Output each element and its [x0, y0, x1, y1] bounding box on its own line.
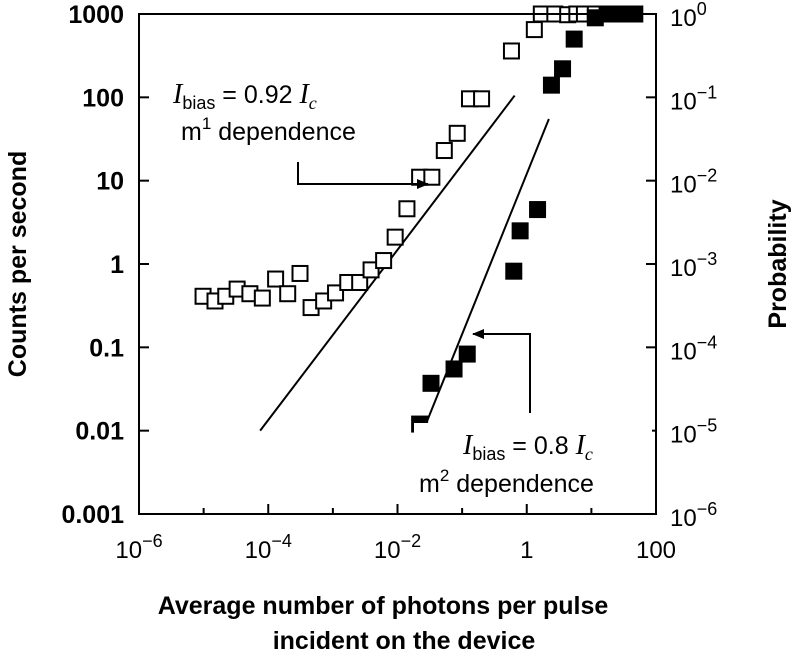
data-point-open	[398, 200, 416, 218]
y-tick-label-right: 10−3	[670, 249, 717, 282]
y-axis-title-left: Counts per second	[4, 151, 32, 377]
data-point-filled	[422, 374, 440, 392]
y-tick-label-right: 10−6	[670, 499, 717, 532]
annotation-m1-line2: m1 dependence	[181, 114, 356, 146]
plot-frame	[138, 13, 657, 515]
y-tick-label-left: 1000	[68, 1, 124, 29]
x-tick-label: 10−2	[374, 531, 421, 564]
data-point-open	[435, 142, 453, 160]
data-point-open	[279, 285, 297, 303]
annotation-m2-arrow	[472, 329, 531, 413]
y-tick-label-right: 100	[670, 0, 707, 32]
annotation-m2-line1: Ibias = 0.8 Ic	[462, 430, 593, 464]
data-point-open	[386, 228, 404, 246]
fit-line-m2	[422, 118, 550, 432]
data-point-filled	[565, 30, 583, 48]
data-point-open	[267, 270, 285, 288]
data-point-filled	[511, 222, 529, 240]
x-tick-label: 10−4	[245, 531, 292, 564]
y-tick-label-right: 10−4	[670, 332, 717, 365]
annotation-m1: Ibias = 0.92 Ic m1 dependence	[170, 76, 418, 146]
x-tick-label: 10−6	[115, 531, 162, 564]
y-tick-label-right: 10−5	[670, 416, 717, 449]
annotation-m1-arrow	[297, 162, 429, 189]
data-point-open	[502, 42, 520, 60]
data-point-filled	[554, 60, 572, 78]
data-point-open	[423, 168, 441, 186]
data-point-open	[362, 261, 380, 279]
data-point-filled	[505, 262, 523, 280]
x-tick-label: 100	[636, 537, 676, 564]
x-tick-label: 1	[520, 537, 533, 564]
y-tick-label-left: 100	[82, 84, 124, 112]
y-tick-label-left: 1	[110, 251, 124, 279]
y-tick-label-left: 10	[96, 168, 124, 196]
x-axis-title-line2: incident on the device	[273, 627, 536, 655]
data-point-filled	[529, 201, 547, 219]
annotation-m2: Ibias = 0.8 Ic m2 dependence	[414, 423, 652, 499]
x-axis-title-line1: Average number of photons per pulse	[158, 592, 609, 620]
data-point-open	[525, 21, 543, 39]
data-point-open	[253, 289, 271, 307]
y-tick-label-left: 0.01	[75, 418, 124, 446]
y-tick-label-right: 10−2	[670, 166, 717, 199]
y-axis-title-right: Probability	[764, 199, 792, 328]
data-point-filled	[542, 76, 560, 94]
data-point-filled	[458, 345, 476, 363]
data-point-open	[473, 90, 491, 108]
y-tick-label-right: 10−1	[670, 82, 717, 115]
data-point-open	[448, 124, 466, 142]
data-point-open	[291, 264, 309, 282]
data-point-open	[351, 273, 369, 291]
y-tick-label-left: 0.001	[61, 501, 124, 529]
annotation-m2-line2: m2 dependence	[419, 466, 594, 498]
y-tick-label-left: 0.1	[89, 334, 124, 362]
annotation-m1-line1: Ibias = 0.92 Ic	[172, 79, 317, 113]
data-point-open	[375, 252, 393, 270]
data-point-filled	[445, 360, 463, 378]
